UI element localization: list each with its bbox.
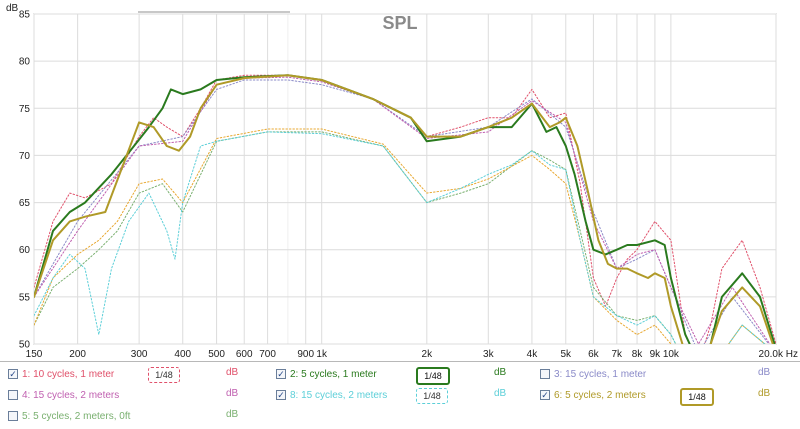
x-tick-label: 1k bbox=[316, 349, 328, 360]
x-tick-label: 900 bbox=[297, 349, 314, 360]
x-tick-label: 4k bbox=[527, 349, 539, 360]
legend-checkbox-6[interactable]: ✓ bbox=[540, 389, 550, 400]
y-tick-label: 65 bbox=[19, 198, 31, 209]
plot-area bbox=[33, 13, 777, 345]
y-tick-label: 75 bbox=[19, 104, 31, 115]
smoothing-badge-6[interactable]: 1/48 bbox=[680, 388, 714, 406]
legend-unit-3: dB bbox=[758, 367, 771, 378]
x-tick-label: 5k bbox=[560, 349, 572, 360]
x-tick-label: 300 bbox=[131, 349, 148, 360]
legend-row: 4: 15 cycles, 2 meters dB ✓ 8: 15 cycles, 2… bbox=[4, 385, 796, 406]
y-tick-label: 50 bbox=[19, 340, 31, 351]
chart-area: 50 55 60 65 70 75 80 85 150 200 300 400 500 600 700 900… bbox=[6, 3, 798, 360]
legend-row: 5: 5 cycles, 2 meters, 0ft dB bbox=[4, 406, 796, 426]
legend-checkbox-5[interactable] bbox=[8, 411, 18, 421]
legend-item-4: 4: 15 cycles, 2 meters bbox=[8, 385, 119, 405]
series-line-4 bbox=[34, 76, 771, 344]
x-tick-label: 200 bbox=[69, 349, 86, 360]
legend-label-2: 2: 5 cycles, 1 meter bbox=[290, 368, 377, 380]
legend-item-8: ✓ 8: 15 cycles, 2 meters bbox=[276, 385, 387, 405]
x-tick-label: 700 bbox=[259, 349, 276, 360]
x-tick-label: 150 bbox=[26, 349, 43, 360]
series-line-6 bbox=[34, 74, 774, 344]
legend-label-4: 4: 15 cycles, 2 meters bbox=[22, 389, 120, 401]
x-tick-label: 600 bbox=[236, 349, 253, 360]
legend-item-5: 5: 5 cycles, 2 meters, 0ft bbox=[8, 406, 130, 426]
y-unit-label: dB bbox=[6, 3, 19, 14]
legend-label-3: 3: 15 cycles, 1 meter bbox=[554, 368, 647, 380]
series-line-8 bbox=[34, 131, 766, 344]
legend-checkbox-1[interactable]: ✓ bbox=[8, 368, 18, 379]
legend-unit-2: dB bbox=[494, 367, 507, 378]
smoothing-badge-1[interactable]: 1/48 bbox=[148, 367, 180, 383]
series-line-2 bbox=[34, 74, 776, 344]
x-tick-label: 2k bbox=[422, 349, 434, 360]
legend-checkbox-3[interactable] bbox=[540, 369, 550, 379]
legend-label-1: 1: 10 cycles, 1 meter bbox=[22, 368, 115, 380]
legend-item-3: 3: 15 cycles, 1 meter bbox=[540, 364, 646, 384]
legend-item-1: ✓ 1: 10 cycles, 1 meter bbox=[8, 364, 114, 384]
y-tick-label: 60 bbox=[19, 245, 31, 256]
x-tick-label: 6k bbox=[588, 349, 600, 360]
x-tick-label: 400 bbox=[174, 349, 191, 360]
smoothing-badge-2[interactable]: 1/48 bbox=[416, 367, 450, 385]
legend-panel: ✓ 1: 10 cycles, 1 meter 1/48 dB ✓ 2: 5 cycles… bbox=[0, 361, 800, 429]
legend-unit-5: dB bbox=[226, 409, 239, 420]
legend-label-5: 5: 5 cycles, 2 meters, 0ft bbox=[22, 410, 131, 422]
legend-item-2: ✓ 2: 5 cycles, 1 meter bbox=[276, 364, 377, 384]
spl-chart: 50 55 60 65 70 75 80 85 150 200 300 400 500 600 700 900… bbox=[6, 3, 798, 360]
y-tick-label: 70 bbox=[19, 151, 31, 162]
legend-unit-6: dB bbox=[758, 388, 771, 399]
legend-unit-8: dB bbox=[494, 388, 507, 399]
legend-row: ✓ 1: 10 cycles, 1 meter 1/48 dB ✓ 2: 5 cycles… bbox=[4, 364, 796, 385]
x-tick-label: 8k bbox=[632, 349, 644, 360]
y-tick-label: 85 bbox=[19, 10, 31, 21]
y-tick-label: 55 bbox=[19, 292, 31, 303]
chart-title: SPL bbox=[382, 13, 417, 33]
legend-checkbox-8[interactable]: ✓ bbox=[276, 389, 286, 400]
legend-label-6: 6: 5 cycles, 2 meters bbox=[554, 389, 646, 401]
series-line-7 bbox=[34, 128, 766, 344]
legend-unit-4: dB bbox=[226, 388, 239, 399]
series-line-5 bbox=[34, 131, 766, 344]
x-tick-label: 9k bbox=[650, 349, 662, 360]
legend-unit-1: dB bbox=[226, 367, 239, 378]
x-tick-label: 7k bbox=[612, 349, 624, 360]
x-tick-label: 20.0k Hz bbox=[759, 349, 798, 360]
x-tick-label: 500 bbox=[208, 349, 225, 360]
x-tick-label: 10k bbox=[663, 349, 680, 360]
smoothing-badge-8[interactable]: 1/48 bbox=[416, 388, 448, 404]
legend-item-6: ✓ 6: 5 cycles, 2 meters bbox=[540, 385, 646, 405]
legend-checkbox-2[interactable]: ✓ bbox=[276, 368, 286, 379]
legend-checkbox-4[interactable] bbox=[8, 390, 18, 400]
legend-label-8: 8: 15 cycles, 2 meters bbox=[290, 389, 388, 401]
x-tick-label: 3k bbox=[483, 349, 495, 360]
y-tick-label: 80 bbox=[19, 57, 31, 68]
